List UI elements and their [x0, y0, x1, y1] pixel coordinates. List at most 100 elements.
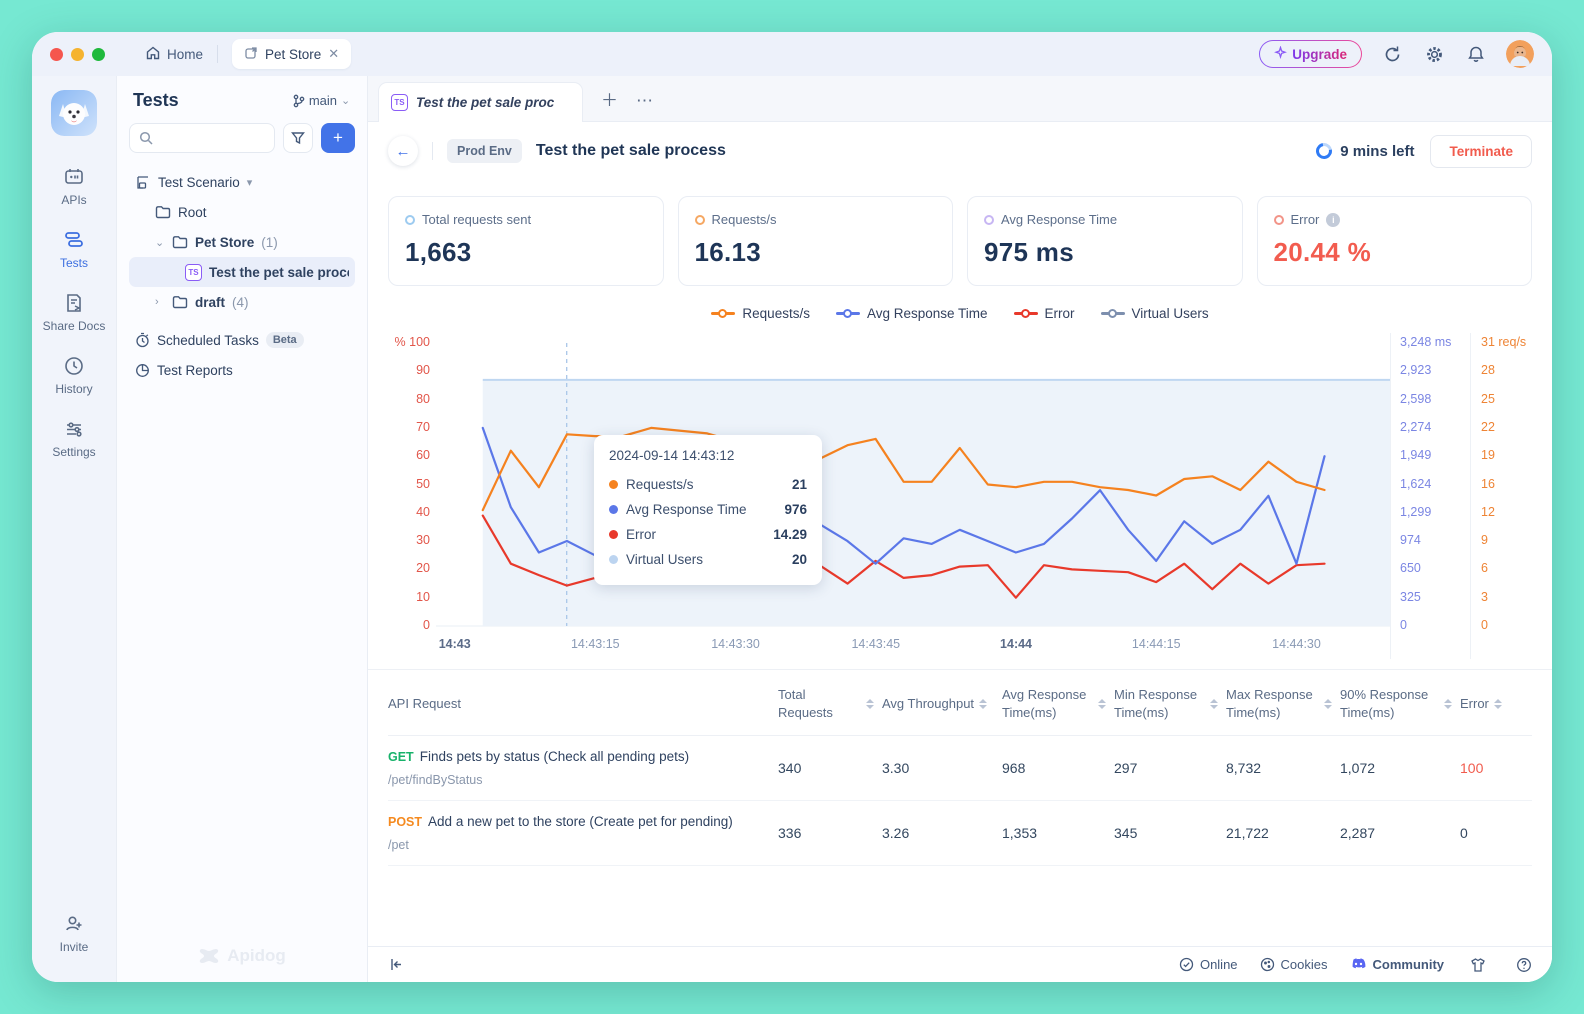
cookies-button[interactable]: Cookies [1260, 957, 1328, 972]
filter-button[interactable] [283, 123, 313, 153]
workspace-tab-pet-store[interactable]: Pet Store ✕ [232, 39, 352, 69]
sort-icon[interactable] [1493, 698, 1502, 709]
help-icon[interactable] [1512, 953, 1536, 977]
tooltip-dot-icon [609, 480, 618, 489]
tooltip-series-value: 976 [784, 502, 807, 517]
metric-card-requests-s: Requests/s 16.13 [677, 196, 953, 286]
sidebar-item-settings[interactable]: Settings [38, 410, 110, 469]
online-status[interactable]: Online [1179, 957, 1238, 972]
info-icon[interactable]: i [1326, 212, 1341, 227]
metric-dot-icon [694, 214, 705, 225]
sidebar-item-apis[interactable]: APIs [38, 158, 110, 217]
folder-icon [172, 236, 188, 249]
sort-icon[interactable] [979, 698, 988, 709]
environment-badge: Prod Env [447, 139, 522, 163]
settings-gear-icon[interactable] [1422, 42, 1446, 66]
sort-icon[interactable] [1098, 698, 1106, 709]
chart-canvas[interactable] [436, 333, 1390, 633]
sidebar-item-tests[interactable]: Tests [38, 221, 110, 280]
chart-plot-area[interactable]: 2024-09-14 14:43:12 Requests/s 21 Avg Resp… [436, 333, 1390, 659]
tree-item-selected-test[interactable]: TS Test the pet sale proces [129, 257, 355, 287]
axis-tick-label: 6 [1481, 561, 1488, 576]
metric-label: Avg Response Time [1001, 212, 1118, 227]
table-column-header[interactable]: Avg Throughput [882, 695, 994, 713]
cookies-label: Cookies [1280, 957, 1328, 972]
online-label: Online [1199, 957, 1238, 972]
tree-item-pet-store[interactable]: ⌄ Pet Store (1) [129, 227, 355, 257]
tooltip-dot-icon [609, 530, 618, 539]
apidog-logo-icon [199, 949, 219, 963]
axis-tick-label: 25 [1481, 391, 1495, 406]
table-cell: 1,072 [1340, 760, 1376, 777]
legend-item-error[interactable]: Error [1013, 306, 1075, 321]
axis-tick-label: 80 [416, 391, 430, 406]
chevron-expanded-icon[interactable]: ⌄ [155, 236, 165, 249]
tab-overflow-menu-button[interactable]: ⋯ [636, 91, 653, 110]
document-tab-label: Test the pet sale proc [416, 95, 555, 110]
active-document-tab[interactable]: TS Test the pet sale proc [378, 82, 583, 122]
minimize-window-icon[interactable] [71, 47, 84, 61]
home-button[interactable]: Home [145, 45, 203, 64]
tree-item-label: Pet Store [195, 234, 255, 250]
tree-item-test-reports[interactable]: Test Reports [129, 355, 355, 385]
community-link[interactable]: Community [1350, 957, 1444, 972]
merch-tshirt-icon[interactable] [1466, 953, 1490, 977]
tree-item-draft[interactable]: › draft (4) [129, 287, 355, 317]
branch-selector[interactable]: main ⌄ [292, 93, 351, 108]
window-controls[interactable] [50, 47, 105, 61]
maximize-window-icon[interactable] [92, 47, 105, 61]
x-axis-tick-label: 14:43:30 [711, 637, 760, 651]
axis-tick-label: 974 [1400, 533, 1421, 548]
sidebar-item-history[interactable]: History [38, 347, 110, 406]
metric-dot-icon [984, 214, 994, 225]
tree-item-test-scenario[interactable]: Test Scenario ▾ [129, 167, 355, 197]
add-test-button[interactable]: + [321, 123, 355, 153]
table-row[interactable]: POST Add a new pet to the store (Create p… [388, 801, 1532, 867]
sidebar-item-share-docs[interactable]: Share Docs [38, 284, 110, 343]
legend-item-requests-s[interactable]: Requests/s [711, 306, 810, 321]
x-axis-tick-label: 14:44:30 [1272, 637, 1321, 651]
table-column-header[interactable]: Total Requests [778, 686, 874, 721]
axis-tick-label: 70 [416, 419, 430, 434]
table-row[interactable]: GET Finds pets by status (Check all pendi… [388, 736, 1532, 802]
legend-item-avg-response-time[interactable]: Avg Response Time [835, 306, 988, 321]
close-window-icon[interactable] [50, 47, 63, 61]
sort-icon[interactable] [866, 698, 874, 709]
table-cell: 968 [1002, 760, 1026, 777]
run-header: ← Prod Env Test the pet sale process 9 m… [368, 122, 1552, 180]
close-workspace-tab-icon[interactable]: ✕ [328, 46, 340, 61]
page-title: Test the pet sale process [535, 142, 726, 159]
legend-item-virtual-users[interactable]: Virtual Users [1100, 306, 1209, 321]
tree-item-scheduled-tasks[interactable]: Scheduled Tasks Beta [129, 325, 355, 355]
terminate-button[interactable]: Terminate [1430, 134, 1532, 168]
sort-icon[interactable] [1210, 698, 1218, 709]
table-column-header[interactable]: Min Response Time(ms) [1114, 686, 1218, 721]
collapse-sidebar-icon[interactable] [384, 953, 408, 977]
api-request-table: API Request Total Requests Avg Throughput A… [368, 670, 1552, 867]
section-divider [368, 669, 1552, 670]
sort-icon[interactable] [1444, 698, 1452, 709]
upgrade-button[interactable]: Upgrade [1259, 40, 1362, 68]
x-axis-tick-label: 14:43:45 [851, 637, 901, 651]
sort-icon[interactable] [1324, 698, 1332, 709]
table-column-header[interactable]: Avg Response Time(ms) [1002, 686, 1106, 721]
back-button[interactable]: ← [388, 136, 418, 166]
table-column-header[interactable]: Max Response Time(ms) [1226, 686, 1332, 721]
caret-down-icon[interactable]: ▾ [246, 176, 253, 189]
search-input[interactable] [129, 123, 275, 153]
table-column-header[interactable]: 90% Response Time(ms) [1340, 686, 1452, 721]
workspace-logo[interactable] [51, 90, 97, 136]
notifications-bell-icon[interactable] [1464, 42, 1488, 66]
chevron-collapsed-icon[interactable]: › [155, 296, 159, 308]
x-axis-tick-label: 14:43:15 [570, 637, 620, 651]
tree-item-root[interactable]: Root [129, 197, 355, 227]
refresh-icon[interactable] [1380, 42, 1404, 66]
filter-icon [291, 132, 305, 145]
app-window: Home Pet Store ✕ Upgrade APIs [32, 32, 1552, 982]
user-avatar[interactable] [1506, 40, 1534, 68]
sidebar-item-invite[interactable]: Invite [38, 905, 110, 964]
tree-item-count: (1) [261, 234, 278, 250]
new-tab-button[interactable]: ＋ [601, 91, 618, 110]
table-column-header[interactable]: Error [1460, 695, 1532, 713]
home-label: Home [167, 46, 204, 62]
